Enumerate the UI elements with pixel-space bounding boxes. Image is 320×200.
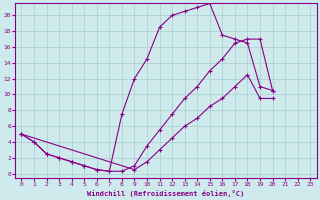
X-axis label: Windchill (Refroidissement éolien,°C): Windchill (Refroidissement éolien,°C) (87, 190, 244, 197)
